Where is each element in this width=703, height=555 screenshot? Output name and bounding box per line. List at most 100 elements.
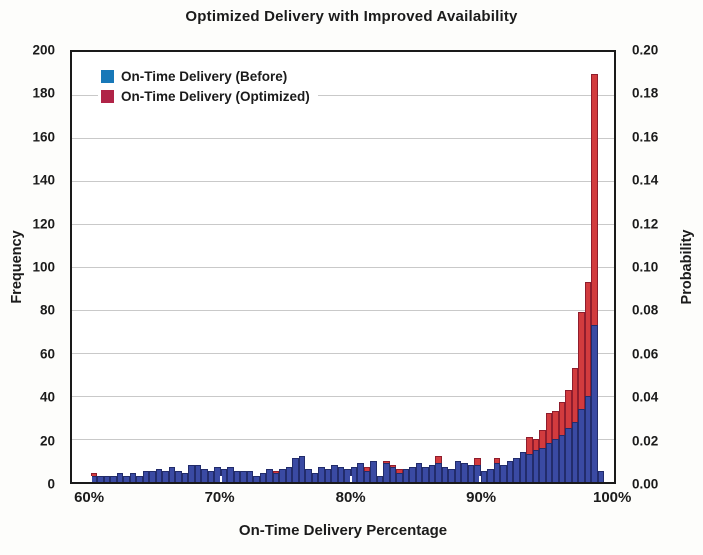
histogram-bin (545, 52, 553, 482)
y-tick-right: 0.12 (632, 216, 659, 232)
histogram-bin (149, 52, 156, 482)
histogram-bin (565, 52, 572, 482)
bar-before (539, 447, 546, 482)
bar-before (253, 475, 260, 482)
y-tick-right: 0.20 (632, 42, 659, 58)
x-tick-mark (89, 476, 92, 482)
bar-before (493, 462, 501, 482)
bar-before (571, 421, 579, 482)
bar-before (350, 466, 358, 482)
bar-before (175, 471, 182, 482)
histogram-bin (324, 52, 332, 482)
bar-before (227, 466, 234, 482)
histogram-bin (272, 52, 280, 482)
histogram-bin (331, 52, 338, 482)
legend-swatch-before (101, 70, 114, 83)
bar-before (597, 471, 605, 482)
bar-before (454, 460, 462, 482)
bar-before (188, 464, 195, 482)
bar-optimized (578, 312, 585, 482)
histogram-bin (337, 52, 345, 482)
histogram-bin (474, 52, 481, 482)
y-tick-left: 180 (32, 85, 55, 101)
legend-label-optimized: On-Time Delivery (Optimized) (121, 89, 310, 104)
y-tick-left: 0 (47, 476, 55, 492)
y-tick-right: 0.06 (632, 346, 659, 362)
x-tick-mark (609, 476, 612, 482)
y-tick-right: 0.10 (632, 259, 659, 275)
x-tick-mark (219, 476, 222, 482)
bar-before (428, 464, 436, 482)
y-tick-right: 0.14 (632, 172, 659, 188)
histogram-bin (305, 52, 312, 482)
y-tick-left: 120 (32, 216, 55, 232)
bar-before (129, 473, 137, 482)
legend-item-before: On-Time Delivery (Before) (101, 69, 310, 84)
bar-before (155, 469, 163, 482)
bar-optimized (591, 73, 598, 482)
bar-before (370, 460, 377, 482)
legend-label-before: On-Time Delivery (Before) (121, 69, 288, 84)
y-tick-left: 40 (39, 389, 55, 405)
bar-before (259, 473, 267, 482)
bar-before (266, 469, 273, 482)
bar-before (532, 449, 540, 482)
bar-before (376, 475, 384, 482)
y-tick-right: 0.08 (632, 302, 659, 318)
histogram-bin (454, 52, 462, 482)
bar-before (116, 473, 124, 482)
bar-before (558, 434, 566, 482)
bar-before (480, 471, 488, 482)
bar-before (402, 469, 410, 482)
x-tick-mark (349, 476, 352, 482)
histogram-bars (90, 52, 605, 482)
histogram-bin (376, 52, 384, 482)
bar-before (181, 473, 189, 482)
y-tick-right: 0.04 (632, 389, 659, 405)
bar-before (506, 460, 514, 482)
bar-before (519, 451, 527, 482)
histogram-bin (396, 52, 403, 482)
bar-before (396, 473, 403, 482)
bar-before (500, 464, 507, 482)
bar-before (363, 471, 371, 482)
bar-before (142, 471, 150, 482)
y-tick-left: 60 (39, 346, 55, 362)
histogram-bin (370, 52, 377, 482)
gridline (72, 224, 614, 225)
x-tick: 60% (74, 489, 105, 506)
histogram-bin (142, 52, 150, 482)
histogram-bin (428, 52, 436, 482)
bar-before (305, 469, 312, 482)
bar-before (168, 466, 176, 482)
x-axis-title: On-Time Delivery Percentage (238, 522, 448, 539)
x-tick: 100% (592, 489, 632, 506)
y-tick-left: 100 (32, 259, 55, 275)
bar-before (149, 471, 156, 482)
histogram-bin (519, 52, 527, 482)
legend: On-Time Delivery (Before) On-Time Delive… (98, 66, 318, 107)
bar-before (214, 466, 221, 482)
bar-before (207, 471, 215, 482)
histogram-bin (279, 52, 286, 482)
bar-before (201, 469, 208, 482)
histogram-bin (240, 52, 247, 482)
bar-before (331, 464, 338, 482)
bar-before (311, 473, 319, 482)
histogram-bin (350, 52, 358, 482)
histogram-bin (207, 52, 215, 482)
bar-before (545, 443, 553, 482)
histogram-bin (578, 52, 585, 482)
bar-before (318, 466, 325, 482)
chart-title: Optimized Delivery with Improved Availab… (185, 8, 518, 25)
bar-optimized (584, 282, 592, 482)
histogram-bin (97, 52, 104, 482)
y-tick-right: 0.18 (632, 85, 659, 101)
bar-before (123, 475, 130, 482)
bar-before (409, 466, 416, 482)
bar-before (487, 469, 494, 482)
y-tick-right: 0.00 (632, 476, 659, 492)
bar-before (220, 469, 228, 482)
bar-before (97, 475, 104, 482)
bar-before (292, 458, 299, 482)
